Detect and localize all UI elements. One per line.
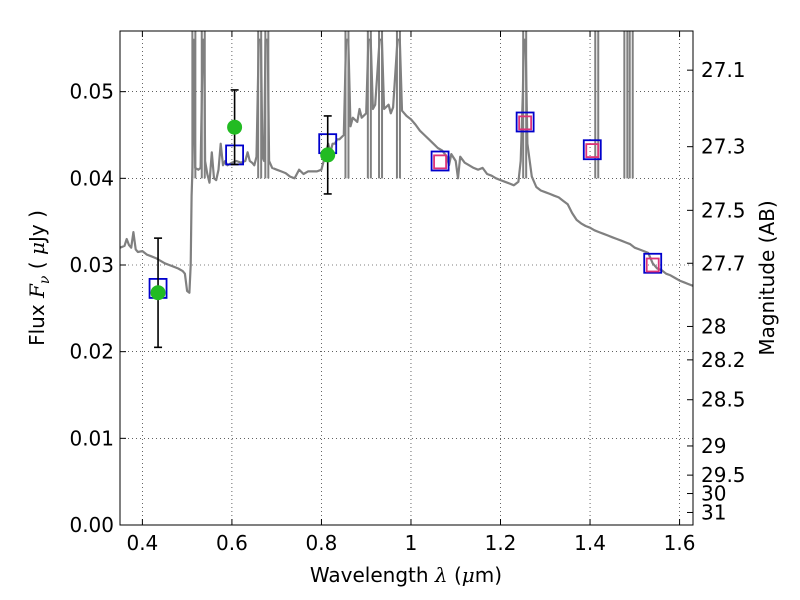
y-tick-label: 0.01 (69, 426, 114, 450)
y2-tick-label: 27.3 (701, 135, 746, 159)
plot-area (120, 31, 693, 349)
observed-ir-square (585, 143, 600, 159)
x-tick-label: 0.8 (306, 531, 338, 555)
y2-tick-label: 28.5 (701, 388, 746, 412)
model-photometry-square (643, 252, 663, 274)
y-tick-label: 0.00 (69, 513, 114, 537)
ticks: 0.4 0.6 0.8 1 1.2 1.4 1.6 0.00 0.01 0.02 0.03 0.04 0… (69, 31, 746, 555)
observed-optical-point (320, 147, 336, 163)
y2-tick-label: 28.2 (701, 348, 746, 372)
y2-tick-label: 29.5 (701, 463, 746, 487)
y2-tick-label: 29 (701, 434, 726, 458)
y2-axis-title: Magnitude (AB) (755, 200, 779, 355)
observed-ir-square (645, 257, 660, 273)
model-photometry-square (430, 150, 450, 172)
x-tick-label: 1.2 (485, 531, 517, 555)
observed-optical-point (150, 285, 166, 301)
y-axis-title: Flux Fν ( μJy ) (25, 210, 53, 346)
observed-ir-square (433, 154, 447, 170)
x-tick-label: 1 (405, 531, 418, 555)
y2-tick-label: 27.5 (701, 198, 746, 222)
model-photometry-square (582, 139, 602, 161)
model-photometry-square (515, 111, 535, 133)
observed-ir-square (518, 115, 533, 131)
y-tick-label: 0.03 (69, 253, 114, 277)
plot-frame (119, 30, 694, 526)
x-tick-label: 1.4 (574, 531, 606, 555)
y-tick-label: 0.05 (69, 80, 114, 104)
y2-tick-label: 27.7 (701, 251, 746, 275)
grid (120, 31, 693, 526)
y-tick-label: 0.02 (69, 340, 114, 364)
x-axis-title: Wavelength λ (μm) (310, 563, 502, 587)
y2-tick-label: 27.1 (701, 58, 746, 82)
model-sed-line (120, 38, 693, 294)
x-tick-label: 0.6 (216, 531, 248, 555)
y2-tick-label: 30 (701, 482, 726, 506)
y2-tick-label: 28 (701, 314, 726, 338)
y2-tick-label: 31 (701, 500, 726, 524)
x-tick-label: 1.6 (664, 531, 696, 555)
observed-optical-point (227, 119, 243, 135)
x-tick-label: 0.4 (126, 531, 158, 555)
y-tick-label: 0.04 (69, 166, 114, 190)
